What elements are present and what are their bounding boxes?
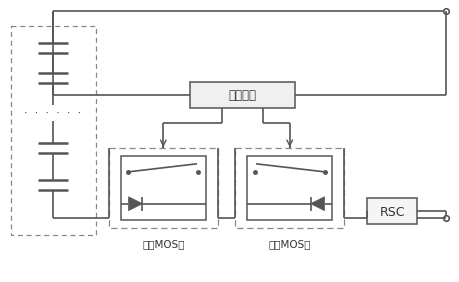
Bar [109, 148, 218, 228]
Text: 充电MOS管: 充电MOS管 [269, 239, 311, 250]
Bar [247, 156, 332, 220]
Bar [11, 26, 95, 235]
Bar [367, 198, 417, 224]
Bar [121, 156, 206, 220]
Text: RSC: RSC [380, 206, 405, 219]
Bar [235, 148, 344, 228]
Text: 放电MOS管: 放电MOS管 [142, 239, 185, 250]
Text: · · · · · ·: · · · · · · [23, 109, 83, 118]
Polygon shape [311, 197, 325, 211]
Text: 控制模块: 控制模块 [229, 89, 257, 102]
Bar [190, 82, 295, 108]
Polygon shape [129, 197, 142, 211]
